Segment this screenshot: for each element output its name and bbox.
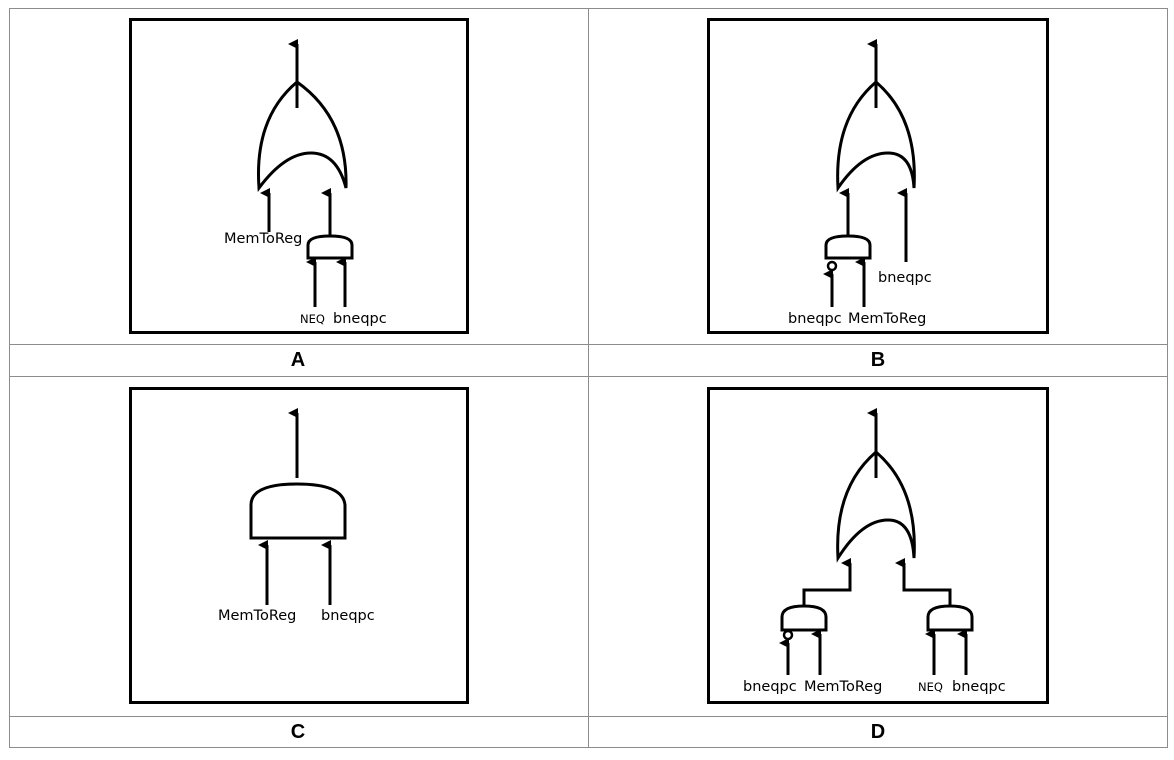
and-gate xyxy=(306,234,354,260)
and-gate xyxy=(824,234,872,260)
diagram-a-frame xyxy=(129,18,469,334)
diagram-a xyxy=(257,39,354,307)
inverter-bubble xyxy=(782,629,794,641)
or-gate xyxy=(836,80,916,193)
right-and-to-or-arrow xyxy=(895,558,952,606)
label-bneqpc: bneqpc xyxy=(321,608,375,624)
caption-a: A xyxy=(290,349,306,371)
label-memtoreg: MemToReg xyxy=(224,231,302,247)
label-neq: NEQ xyxy=(300,312,325,326)
label-bneqpc-right: bneqpc xyxy=(878,270,932,286)
diagram-d xyxy=(779,408,974,675)
diagram-c xyxy=(249,408,347,605)
label-memtoreg: MemToReg xyxy=(218,608,296,624)
caption-b: B xyxy=(870,349,886,371)
and-gate-right xyxy=(926,604,974,632)
or-gate xyxy=(836,450,916,563)
table-row-divider xyxy=(9,344,1168,345)
label-neq: NEQ xyxy=(918,680,943,694)
and-gate-left xyxy=(780,604,828,632)
diagram-b-frame xyxy=(707,18,1049,334)
label-bneqpc: bneqpc xyxy=(788,311,842,327)
label-bneqpc-right: bneqpc xyxy=(952,679,1006,695)
or-gate xyxy=(257,80,348,193)
diagram-b xyxy=(823,39,916,307)
table-column-divider xyxy=(588,8,589,748)
diagram-c-frame xyxy=(129,387,469,704)
table-row-divider xyxy=(9,716,1168,717)
inverter-bubble xyxy=(826,260,838,272)
caption-d: D xyxy=(870,721,886,743)
label-bneqpc-left: bneqpc xyxy=(743,679,797,695)
table-row-divider xyxy=(9,376,1168,377)
label-memtoreg: MemToReg xyxy=(848,311,926,327)
label-memtoreg: MemToReg xyxy=(804,679,882,695)
left-and-to-or-arrow xyxy=(802,558,852,606)
label-bneqpc: bneqpc xyxy=(333,311,387,327)
and-gate xyxy=(249,482,347,540)
diagram-d-frame xyxy=(707,387,1049,704)
caption-c: C xyxy=(290,721,306,743)
